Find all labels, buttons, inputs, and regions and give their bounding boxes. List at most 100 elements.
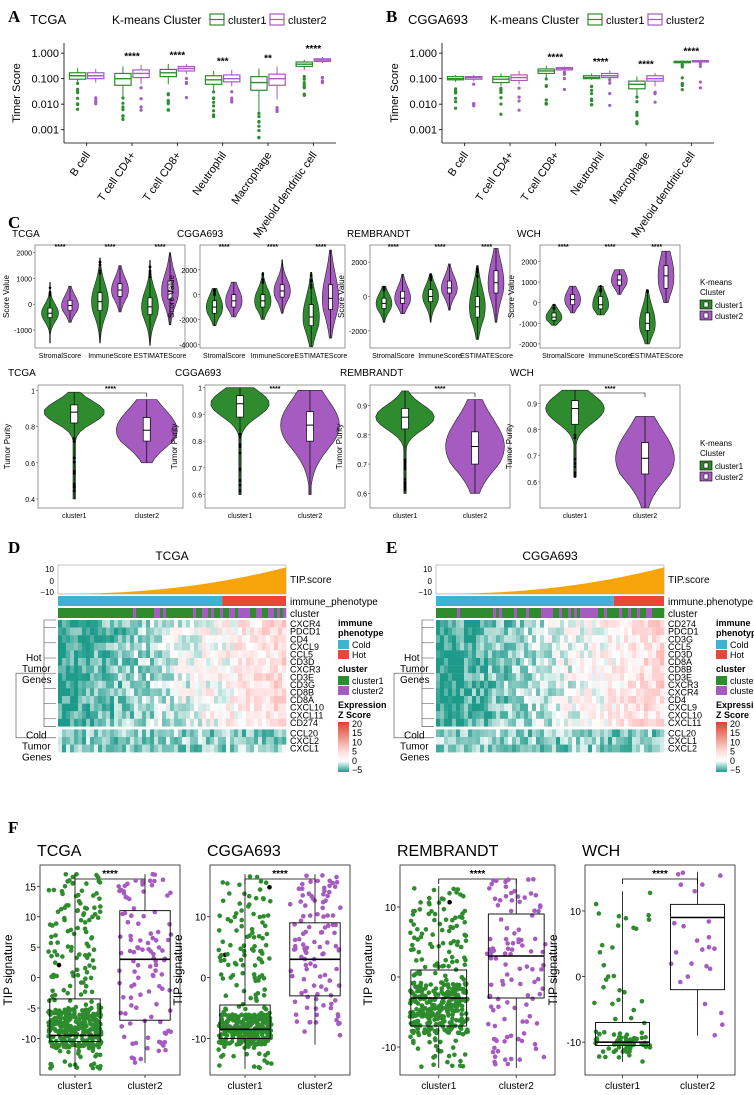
heatmap-cell xyxy=(134,635,139,643)
heatmap-cell xyxy=(130,729,135,738)
data-point xyxy=(46,1027,52,1033)
data-point xyxy=(262,1029,268,1034)
annotation-label: immune.phenotype xyxy=(668,597,753,608)
outlier-point xyxy=(238,478,242,482)
heatmap-cell xyxy=(572,642,577,651)
cluster-cell xyxy=(568,608,572,618)
cluster-cell xyxy=(508,608,512,618)
heatmap-cell xyxy=(472,635,477,643)
cluster-cell xyxy=(640,608,644,618)
heatmap-cell xyxy=(74,673,79,681)
heatmap-cell xyxy=(242,711,247,719)
heatmap-cell xyxy=(158,711,163,719)
heatmap-cell xyxy=(210,650,215,659)
outlier-point xyxy=(238,483,242,487)
chart-title: TCGA xyxy=(155,549,188,563)
outlier-point xyxy=(635,110,639,114)
heatmap-cell xyxy=(166,650,171,659)
data-point xyxy=(88,1021,93,1027)
heatmap-cell xyxy=(648,650,653,659)
heatmap-cell xyxy=(222,729,227,738)
heatmap-cell xyxy=(186,680,191,689)
heatmap-cell xyxy=(230,642,235,651)
heatmap-cell xyxy=(206,658,211,666)
heatmap-cell xyxy=(230,635,235,643)
legend-label: cluster2 xyxy=(730,686,754,696)
heatmap-cell xyxy=(512,635,517,643)
data-point xyxy=(509,977,514,982)
heatmap-cell xyxy=(456,703,461,712)
annotation-label: immune_phenotype xyxy=(290,597,378,608)
heatmap-cell xyxy=(576,680,581,689)
heatmap-cell xyxy=(488,642,493,651)
heatmap-cell xyxy=(528,642,533,651)
data-point xyxy=(495,996,501,1002)
cluster-cell xyxy=(643,608,647,618)
heatmap-cell xyxy=(98,627,103,636)
heatmap-cell xyxy=(524,620,529,628)
heatmap-cell xyxy=(110,696,115,704)
heatmap-cell xyxy=(150,737,155,745)
heatmap-cell xyxy=(496,688,501,697)
heatmap-cell xyxy=(242,688,247,697)
heatmap-cell xyxy=(508,680,513,689)
heatmap-cell xyxy=(206,744,211,753)
data-point xyxy=(251,935,257,940)
heatmap-cell xyxy=(114,650,119,659)
heatmap-cell xyxy=(182,650,187,659)
data-point xyxy=(673,950,679,955)
data-point xyxy=(61,987,67,993)
significance-label: **** xyxy=(470,869,486,880)
heatmap-cell xyxy=(134,737,139,745)
heatmap-cell xyxy=(436,620,441,628)
cluster-cell xyxy=(604,608,608,618)
data-point xyxy=(488,956,494,961)
data-point xyxy=(217,913,222,919)
y-axis-label: Score Value xyxy=(2,274,11,318)
heatmap-cell xyxy=(182,620,187,628)
data-point xyxy=(131,906,137,911)
legend-tick-label: 5 xyxy=(352,747,357,757)
heatmap-cell xyxy=(596,665,601,674)
outlier-point xyxy=(212,109,216,113)
data-point xyxy=(296,886,302,891)
heatmap-cell xyxy=(448,680,453,689)
heatmap-cell xyxy=(162,635,167,643)
outlier-point xyxy=(653,100,657,104)
y-axis-label: TIP signature xyxy=(546,934,560,1005)
heatmap-cell xyxy=(206,703,211,712)
data-point xyxy=(80,1011,86,1016)
heatmap-cell xyxy=(632,696,637,704)
data-point xyxy=(321,914,326,919)
heatmap-cell xyxy=(560,620,565,628)
y-tick-label: -2000 xyxy=(179,317,197,324)
data-point xyxy=(432,1006,437,1011)
x-tick-label: StromalScore xyxy=(39,353,82,360)
data-point xyxy=(82,926,88,932)
hot-bar xyxy=(222,596,286,606)
heatmap-cell xyxy=(62,620,67,628)
data-point xyxy=(81,1043,87,1049)
heatmap-cell xyxy=(174,620,179,628)
x-tick-label: cluster2 xyxy=(127,1081,162,1092)
heatmap-cell xyxy=(520,673,525,681)
plot-frame xyxy=(34,244,186,349)
data-point xyxy=(84,970,90,975)
data-point xyxy=(446,949,452,955)
y-tick-label: 10 xyxy=(385,903,397,914)
heatmap-cell xyxy=(106,665,111,674)
heatmap-cell xyxy=(106,650,111,659)
heatmap-cell xyxy=(62,635,67,643)
heatmap-cell xyxy=(532,650,537,659)
plot-frame xyxy=(37,384,184,509)
heatmap-cell xyxy=(584,718,589,727)
heatmap-cell xyxy=(110,673,115,681)
heatmap-cell xyxy=(78,620,83,628)
cluster-cell xyxy=(241,608,245,618)
heatmap-cell xyxy=(612,703,617,712)
heatmap-cell xyxy=(608,650,613,659)
data-point xyxy=(446,1053,452,1059)
heatmap-cell xyxy=(234,650,239,659)
data-point xyxy=(47,922,53,927)
heatmap-cell xyxy=(604,627,609,636)
